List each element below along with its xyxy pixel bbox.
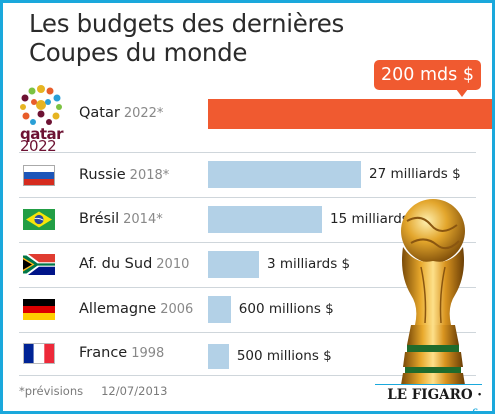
country-year: 2018* xyxy=(129,168,170,183)
bar-germany xyxy=(208,296,231,323)
country-label-qatar: Qatar 2022* xyxy=(79,105,163,121)
value-label-france: 500 millions $ xyxy=(236,348,332,364)
title-line-2: Coupes du monde xyxy=(29,38,248,67)
footnote-note: *prévisions xyxy=(19,384,84,398)
russia-flag-icon xyxy=(23,165,55,186)
title-line-1: Les budgets des dernières xyxy=(29,9,344,38)
value-label-brazil: 15 milliards $ xyxy=(330,211,422,227)
germany-flag-icon xyxy=(23,299,55,320)
country-name: Brésil xyxy=(79,211,120,227)
country-name: Allemagne xyxy=(79,301,157,317)
bar-south-africa xyxy=(208,251,259,278)
bar-brazil xyxy=(208,206,323,233)
logo-dot: · xyxy=(472,387,482,403)
country-year: 2022* xyxy=(123,106,164,121)
callout-pointer xyxy=(456,89,468,97)
country-label-france: France 1998 xyxy=(79,345,164,361)
value-label-south-africa: 3 milliards $ xyxy=(267,256,351,272)
country-name: Qatar xyxy=(79,105,120,121)
row-separator xyxy=(19,332,476,333)
qatar-2022-logo xyxy=(20,85,62,125)
bar-russia xyxy=(208,161,361,188)
country-year: 2010 xyxy=(156,257,190,272)
country-year: 2006 xyxy=(160,302,194,317)
value-label-germany: 600 millions $ xyxy=(238,301,334,317)
country-year: 1998 xyxy=(131,346,165,361)
world-cup-trophy-image xyxy=(401,199,465,385)
value-label-russia: 27 milliards $ xyxy=(369,166,461,182)
country-name: Af. du Sud xyxy=(79,256,153,272)
country-label-brazil: Brésil 2014* xyxy=(79,211,163,227)
row-separator xyxy=(19,242,476,243)
south-africa-flag-icon xyxy=(23,254,55,275)
row-separator xyxy=(19,375,476,376)
row-separator xyxy=(19,152,476,153)
brazil-flag-icon xyxy=(23,209,55,230)
value-callout-qatar: 200 mds $ xyxy=(374,60,481,90)
bar-qatar xyxy=(208,99,492,129)
logo-main: LE FIGARO xyxy=(387,387,473,403)
country-label-south-africa: Af. du Sud 2010 xyxy=(79,256,189,272)
row-separator xyxy=(19,287,476,288)
le-figaro-logo: LE FIGARO · fr xyxy=(375,384,482,411)
footnote: *prévisions 12/07/2013 xyxy=(19,384,167,398)
country-label-germany: Allemagne 2006 xyxy=(79,301,193,317)
chart-title: Les budgets des dernières Coupes du mond… xyxy=(29,9,344,67)
qatar-logo-word: qatar xyxy=(20,125,64,143)
qatar-logo-year: 2022 xyxy=(20,137,57,155)
country-label-russia: Russie 2018* xyxy=(79,167,169,183)
france-flag-icon xyxy=(23,343,55,364)
bar-france xyxy=(208,344,229,369)
country-year: 2014* xyxy=(123,212,163,227)
country-name: France xyxy=(79,345,128,361)
logo-suffix: fr xyxy=(471,407,482,411)
country-name: Russie xyxy=(79,167,126,183)
row-separator xyxy=(19,197,476,198)
footnote-date: 12/07/2013 xyxy=(101,384,168,398)
